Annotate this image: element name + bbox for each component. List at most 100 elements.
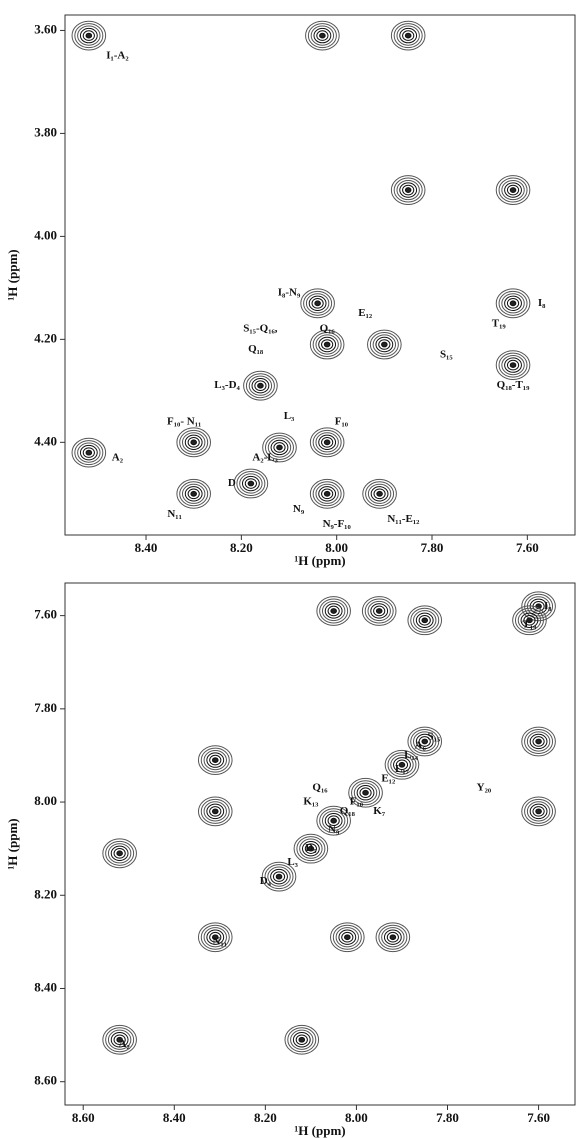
contour <box>382 342 388 347</box>
x-tick-label: 8.40 <box>163 1110 186 1125</box>
contour <box>376 609 382 614</box>
peak-label: K₁₃ <box>303 796 319 808</box>
contour <box>536 809 542 814</box>
y-tick-label: 3.80 <box>34 124 57 139</box>
x-tick-label: 7.60 <box>527 1110 550 1125</box>
peak-label: L₃-D₄ <box>214 379 240 391</box>
contour <box>86 33 92 38</box>
peak <box>310 479 344 508</box>
contour <box>320 33 326 38</box>
peak-label: Q₁₈ <box>340 805 356 817</box>
y-axis-label: ¹H (ppm) <box>5 249 20 300</box>
contour <box>331 609 337 614</box>
peak-label: A₂ <box>112 451 124 463</box>
contour <box>212 809 218 814</box>
peak-label: N₉ <box>328 824 340 836</box>
peak-label: L₁₄ <box>404 749 419 761</box>
x-axis-label: ¹H (ppm) <box>294 1123 345 1138</box>
peak-label: K₇ <box>373 805 386 817</box>
peak <box>408 606 442 635</box>
peak-label: A₂-L₃ <box>252 451 278 463</box>
peak-label: Q₁₈ <box>248 343 264 355</box>
peak <box>72 438 106 467</box>
peak-label: N₁₁ <box>167 508 182 520</box>
peak <box>103 839 137 868</box>
x-axis-label: ¹H (ppm) <box>294 553 345 568</box>
x-tick-label: 8.40 <box>135 540 158 555</box>
y-tick-label: 8.20 <box>34 886 57 901</box>
y-tick-label: 3.60 <box>34 21 57 36</box>
peak <box>244 371 278 400</box>
peak <box>198 797 232 826</box>
contour <box>277 445 283 450</box>
contour <box>536 739 542 744</box>
peak-label: F₁₀- N₁₁ <box>167 415 201 427</box>
peak-label: A₂ <box>119 1038 131 1050</box>
contour <box>510 301 516 306</box>
peak-label: Y₂₀ <box>477 782 492 794</box>
peak-label: F₁₀ <box>335 415 349 427</box>
peak-label: E₁₂ <box>358 307 373 319</box>
contour <box>510 188 516 193</box>
peak <box>177 428 211 457</box>
contour <box>191 440 197 445</box>
peak-label: I₈ <box>544 600 552 612</box>
peak <box>331 923 365 952</box>
peak-label: E₁₂ <box>381 772 396 784</box>
contour <box>345 935 351 940</box>
peak <box>522 727 556 756</box>
y-tick-label: 4.40 <box>34 433 57 448</box>
peak-label: D₄ <box>260 875 272 887</box>
contour <box>315 301 321 306</box>
contour <box>276 874 282 879</box>
contour <box>510 363 516 368</box>
contour <box>117 851 123 856</box>
contour <box>258 383 264 388</box>
contour <box>212 758 218 763</box>
peak-label: N₁₁-E₁₂ <box>387 513 420 525</box>
contour <box>324 491 330 496</box>
x-tick-label: 7.80 <box>421 540 444 555</box>
peak <box>376 923 410 952</box>
x-tick-label: 8.20 <box>230 540 253 555</box>
x-tick-label: 7.80 <box>436 1110 459 1125</box>
contour <box>422 618 428 623</box>
y-tick-label: 7.80 <box>34 700 57 715</box>
peak <box>496 176 530 205</box>
contour <box>390 935 396 940</box>
contour <box>324 342 330 347</box>
plot-frame <box>65 583 575 1105</box>
peak <box>391 21 425 50</box>
peak-label: Q₁₆ <box>320 323 336 335</box>
contour <box>299 1037 305 1042</box>
figure: 8.408.208.007.807.603.603.804.004.204.40… <box>0 0 576 1138</box>
peak-label: S₁₅-Q₁₆, <box>243 323 278 335</box>
y-axis-label: ¹H (ppm) <box>5 818 20 869</box>
y-tick-label: 4.20 <box>34 330 57 345</box>
contour <box>363 790 369 795</box>
peak <box>306 21 340 50</box>
peak <box>496 289 530 318</box>
peak-label: L₁₇ <box>395 763 410 775</box>
contour <box>86 450 92 455</box>
contour <box>248 481 254 486</box>
peak-label: T₁₉ <box>522 618 537 630</box>
peak <box>310 428 344 457</box>
x-tick-label: 8.60 <box>72 1110 95 1125</box>
x-tick-label: 7.60 <box>516 540 539 555</box>
contour <box>331 818 337 823</box>
peak-label: Q₁₆ <box>312 782 328 794</box>
x-tick-label: 8.20 <box>254 1110 277 1125</box>
peak <box>391 176 425 205</box>
peak <box>362 597 396 626</box>
y-tick-label: 8.60 <box>34 1073 57 1088</box>
peak <box>198 746 232 775</box>
contour <box>324 440 330 445</box>
peak-label: Q₁₈-T₁₉ <box>497 379 530 391</box>
peak <box>234 469 268 498</box>
y-tick-label: 8.00 <box>34 793 57 808</box>
peak-label: L₃ <box>287 856 298 868</box>
peak <box>522 797 556 826</box>
peak <box>285 1025 319 1054</box>
peak-label: D <box>228 477 236 489</box>
